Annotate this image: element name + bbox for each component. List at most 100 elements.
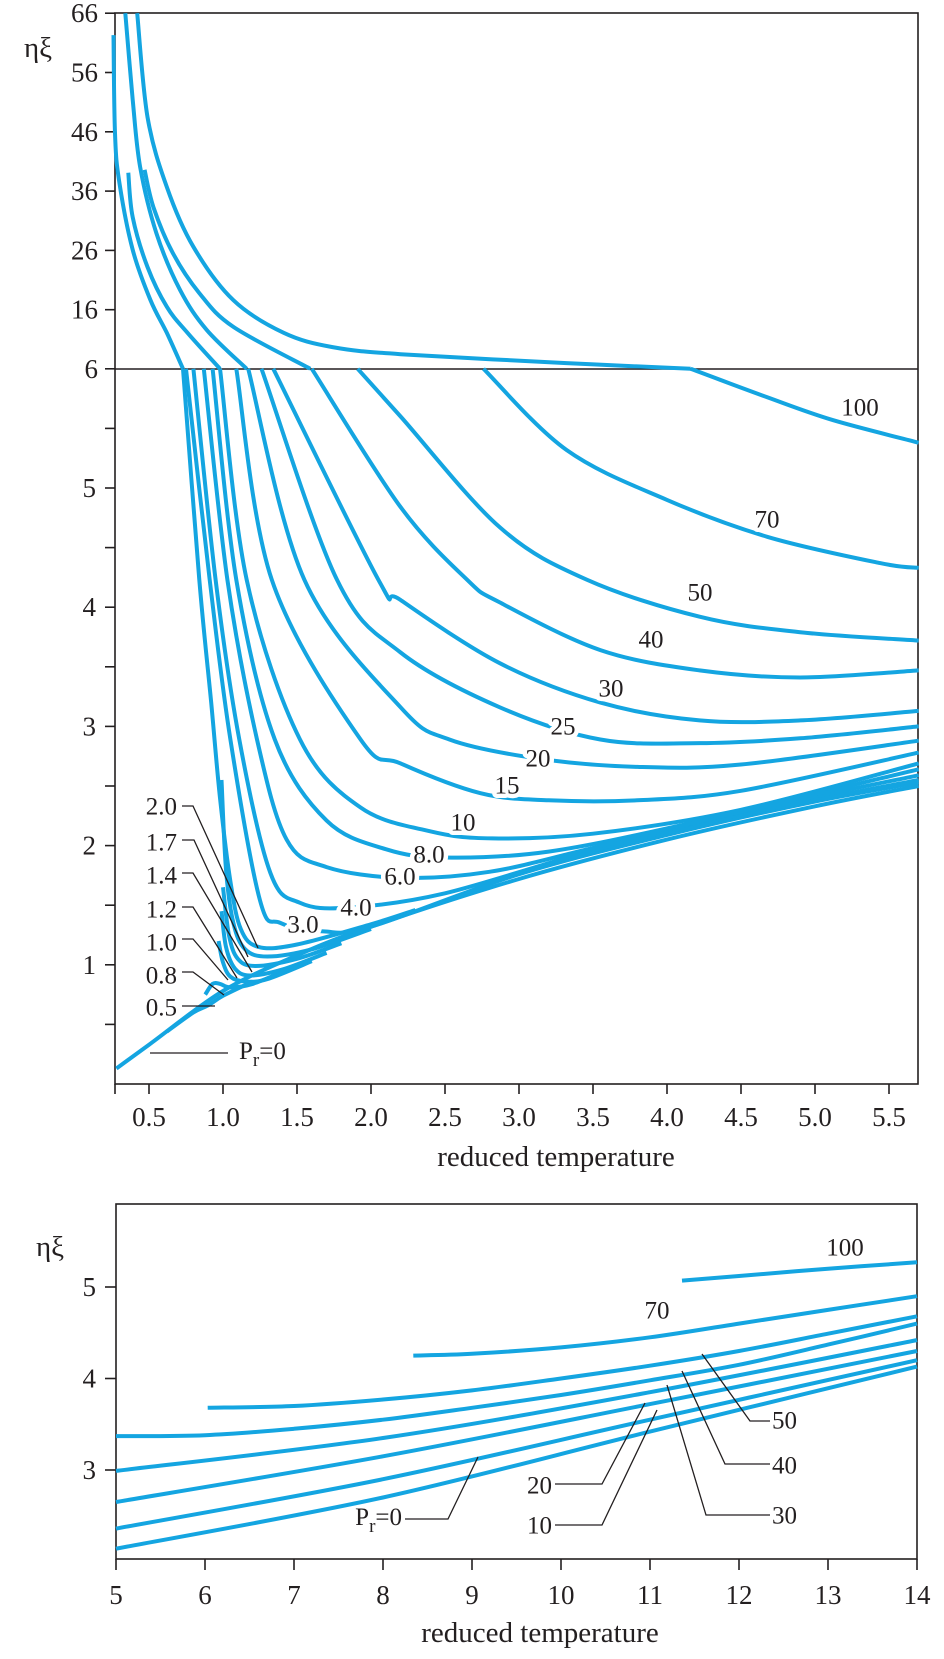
x-tick-label: 0.5 <box>132 1102 166 1132</box>
bottom-plot-frame <box>115 1203 918 1560</box>
curve-pr-1-0 <box>216 940 313 984</box>
curve-label-pr-0: Pr=0 <box>239 1038 286 1071</box>
y-tick-label: 2 <box>83 831 97 861</box>
y-tick-label: 36 <box>71 176 98 206</box>
curve-label-pr-20: 20 <box>526 746 551 773</box>
y-tick-label: 16 <box>71 295 98 325</box>
leader-line-pr-1-7 <box>182 839 249 958</box>
curve-pr-10 <box>218 368 920 841</box>
leader-line-pr-1-0 <box>182 938 229 981</box>
pr-zero-label-p: P <box>355 1504 369 1531</box>
curve-label-pr-70: 70 <box>755 507 780 534</box>
leader-line-pr-50 <box>701 1353 770 1422</box>
curve-pr-100 <box>681 1260 918 1283</box>
y-tick-label: 3 <box>83 711 97 741</box>
leader-line-pr-1-4 <box>182 872 253 973</box>
curve-upper-pr-30 <box>111 35 185 370</box>
curve-label-pr-30: 30 <box>772 1503 797 1530</box>
curve-pr-4-0 <box>191 368 919 911</box>
x-tick-label: 5.0 <box>798 1102 832 1132</box>
curve-pr-1-7 <box>219 779 372 959</box>
curve-label-pr-1-0: 1.0 <box>146 930 177 957</box>
curve-pr-0 <box>115 784 919 1071</box>
x-tick-label: 7 <box>287 1580 301 1610</box>
curve-pr-0-5 <box>165 979 254 1034</box>
leader-line-pr-1-2 <box>182 906 238 979</box>
curve-pr-50 <box>207 1314 918 1410</box>
x-tick-label: 4.5 <box>724 1102 758 1132</box>
x-tick-label: 6 <box>198 1580 212 1610</box>
y-tick-label: 66 <box>71 0 98 28</box>
x-tick-label: 11 <box>637 1580 663 1610</box>
curve-pr-50 <box>356 367 919 643</box>
pr-zero-label-p: P <box>239 1038 253 1065</box>
leader-line-pr-30 <box>666 1384 770 1516</box>
curve-label-pr-3-0: 3.0 <box>287 912 318 939</box>
curve-upper-pr-70 <box>142 169 312 371</box>
curve-label-pr-100: 100 <box>826 1235 864 1262</box>
curve-pr-40 <box>115 1321 918 1439</box>
curve-label-pr-20: 20 <box>527 1473 552 1500</box>
curve-label-pr-4-0: 4.0 <box>340 895 371 922</box>
curve-label-pr-2-0: 2.0 <box>146 794 177 821</box>
curve-pr-25 <box>259 368 919 746</box>
x-tick-label: 4.0 <box>650 1102 684 1132</box>
x-tick-label: 2.5 <box>428 1102 462 1132</box>
curve-label-pr-40: 40 <box>772 1453 797 1480</box>
curve-label-pr-1-4: 1.4 <box>146 863 178 890</box>
curve-label-pr-15: 15 <box>495 773 520 800</box>
top-x-axis-label: reduced temperature <box>437 1141 675 1173</box>
curve-label-pr-8-0: 8.0 <box>413 842 444 869</box>
curve-pr-15 <box>234 368 920 804</box>
curve-upper-pr-50 <box>123 13 249 371</box>
curve-pr-10 <box>115 1358 918 1531</box>
leader-line-pr-0 <box>405 1456 479 1520</box>
curve-label-pr-10: 10 <box>527 1513 552 1540</box>
y-tick-label: 5 <box>83 473 97 503</box>
x-tick-label: 1.5 <box>280 1102 314 1132</box>
curve-label-pr-100: 100 <box>841 395 879 422</box>
y-tick-label: 56 <box>71 58 98 88</box>
curve-pr-70 <box>482 367 919 570</box>
x-tick-label: 10 <box>548 1580 575 1610</box>
pr-zero-label-sub: r <box>253 1050 260 1071</box>
curve-pr-8-0 <box>210 368 920 860</box>
y-tick-label: 4 <box>83 592 97 622</box>
pr-zero-label-sub: r <box>369 1516 376 1537</box>
x-tick-label: 14 <box>904 1580 932 1610</box>
x-tick-label: 8 <box>376 1580 390 1610</box>
x-tick-label: 5.5 <box>872 1102 906 1132</box>
leader-line-pr-40 <box>681 1370 770 1465</box>
curve-label-pr-40: 40 <box>639 627 664 654</box>
curve-label-pr-0-8: 0.8 <box>146 963 177 990</box>
curve-pr-2-0 <box>181 368 417 951</box>
bottom-x-axis-label: reduced temperature <box>421 1617 659 1649</box>
curve-label-pr-0-5: 0.5 <box>146 995 177 1022</box>
curve-pr-30 <box>271 367 919 725</box>
y-tick-label: 3 <box>83 1455 97 1485</box>
curve-pr-40 <box>310 367 919 680</box>
curve-pr-20 <box>115 1349 918 1504</box>
curve-pr-0 <box>115 1364 918 1551</box>
curve-pr-3-0 <box>184 368 919 935</box>
curve-pr-30 <box>115 1338 918 1473</box>
curve-label-pr-0: Pr=0 <box>355 1504 402 1537</box>
bottom-chart: ηξ reduced temperature 5 4 3 5 6 7 8 9 10 11 12 13 1… <box>36 1203 932 1649</box>
y-tick-label: 46 <box>71 117 98 147</box>
curve-pr-100 <box>689 366 920 445</box>
curve-label-pr-25: 25 <box>551 714 576 741</box>
curve-label-pr-6-0: 6.0 <box>384 864 415 891</box>
y-tick-label: 6 <box>85 354 99 384</box>
y-tick-label: 1 <box>83 950 97 980</box>
pr-zero-label-eq: =0 <box>259 1038 286 1065</box>
x-tick-label: 9 <box>465 1580 479 1610</box>
curve-label-pr-1-2: 1.2 <box>146 897 177 924</box>
top-plot-frame <box>114 12 919 1085</box>
y-tick-label: 5 <box>83 1272 97 1302</box>
x-tick-label: 5 <box>109 1580 123 1610</box>
curve-label-pr-10: 10 <box>451 810 476 837</box>
curve-pr-70 <box>413 1294 918 1358</box>
y-tick-label: 26 <box>71 235 98 265</box>
top-y-axis-label: ηξ <box>24 32 52 64</box>
